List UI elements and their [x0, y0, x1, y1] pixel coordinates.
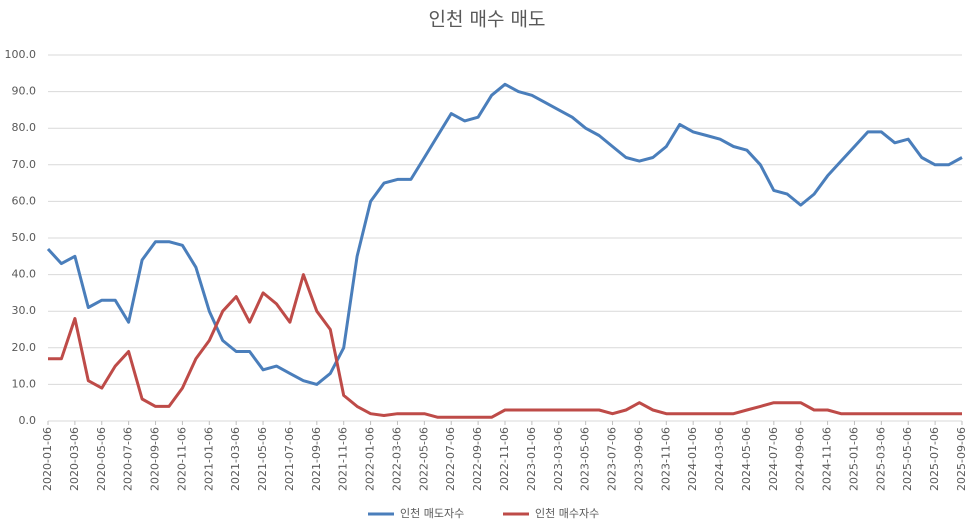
y-tick-label: 40.0: [12, 268, 37, 281]
x-tick-label: 2022-05-06: [417, 427, 430, 491]
x-tick-label: 2023-07-06: [606, 427, 619, 491]
y-tick-label: 50.0: [12, 231, 37, 244]
y-tick-label: 0.0: [19, 414, 37, 427]
x-tick-label: 2022-09-06: [471, 427, 484, 491]
x-tick-label: 2020-07-06: [122, 427, 135, 491]
x-tick-label: 2025-07-06: [928, 427, 941, 491]
y-tick-label: 20.0: [12, 341, 37, 354]
legend-label: 인천 매도자수: [400, 506, 464, 520]
series-line: [46, 82, 963, 386]
x-tick-label: 2025-05-06: [901, 427, 914, 491]
x-tick-label: 2020-09-06: [149, 427, 162, 491]
x-tick-label: 2024-07-06: [767, 427, 780, 491]
y-tick-label: 60.0: [12, 194, 37, 207]
x-tick-label: 2024-09-06: [794, 427, 807, 491]
series-line: [48, 273, 962, 419]
x-tick-label: 2023-05-06: [579, 427, 592, 491]
x-tick-label: 2024-05-06: [740, 427, 753, 491]
y-tick-label: 10.0: [12, 377, 37, 390]
chart-title: 인천 매수 매도: [429, 9, 546, 31]
x-tick-label: 2021-03-06: [229, 427, 242, 491]
x-tick-label: 2020-03-06: [68, 427, 81, 491]
x-tick-label: 2021-05-06: [256, 427, 269, 491]
x-tick-label: 2022-07-06: [444, 427, 457, 491]
x-tick-label: 2024-11-06: [821, 427, 834, 491]
x-tick-label: 2025-03-06: [874, 427, 887, 491]
y-tick-label: 30.0: [12, 304, 37, 317]
x-tick-label: 2024-03-06: [713, 427, 726, 491]
x-tick-label: 2023-11-06: [659, 427, 672, 491]
x-tick-label: 2023-09-06: [632, 427, 645, 491]
x-tick-label: 2022-11-06: [498, 427, 511, 491]
x-tick-label: 2023-01-06: [525, 427, 538, 491]
x-tick-label: 2025-01-06: [847, 427, 860, 491]
x-tick-label: 2021-09-06: [310, 427, 323, 491]
x-tick-label: 2022-03-06: [390, 427, 403, 491]
y-tick-label: 90.0: [12, 85, 37, 98]
y-tick-label: 100.0: [5, 48, 37, 61]
x-tick-label: 2022-01-06: [364, 427, 377, 491]
y-tick-label: 70.0: [12, 158, 37, 171]
x-tick-label: 2021-01-06: [202, 427, 215, 491]
x-tick-label: 2024-01-06: [686, 427, 699, 491]
x-tick-label: 2021-11-06: [337, 427, 350, 491]
y-tick-label: 80.0: [12, 121, 37, 134]
x-tick-label: 2020-01-06: [41, 427, 54, 491]
x-tick-label: 2021-07-06: [283, 427, 296, 491]
x-tick-label: 2020-11-06: [175, 427, 188, 491]
legend-label: 인천 매수자수: [535, 506, 599, 520]
x-tick-label: 2025-09-06: [955, 427, 968, 491]
x-tick-label: 2020-05-06: [95, 427, 108, 491]
x-tick-label: 2023-03-06: [552, 427, 565, 491]
